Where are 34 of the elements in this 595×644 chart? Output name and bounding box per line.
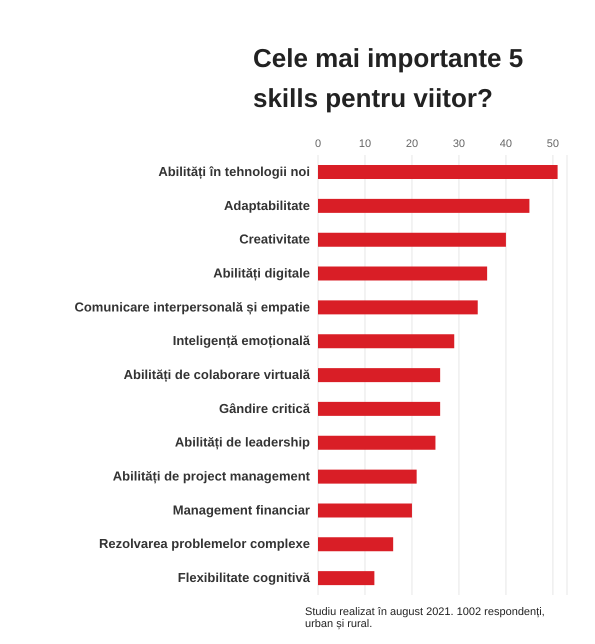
bar [318,503,412,518]
x-tick-label: 30 [452,138,466,150]
y-tick-label: Abilități de colaborare virtuală [124,367,311,383]
x-tick-label: 0 [314,138,322,150]
x-tick-label: 20 [406,138,418,150]
y-tick-label: Abilități digitale [213,265,310,282]
text: Studiu realizat în august 2021. 1002 respondenți, urban și rural. [305,606,546,630]
y-tick-label: Inteligență emoțională [172,333,311,350]
x-tick-label: 40 [500,138,512,150]
chart-title: Cele mai importante 5 skills pentru viitor? [253,42,524,115]
y-tick-label: Rezolvarea problemelor complexe [99,536,310,552]
bar [318,436,436,450]
y-tick-label: Abilități de leadership [174,434,310,451]
bar [318,198,530,213]
y-tick-label: Management financiar [172,502,310,518]
y-tick-label: Comunicare interpersonală și empatie [74,299,310,316]
bar [318,537,394,552]
bar [318,571,374,586]
y-tick-label: Adaptabilitate [224,198,310,213]
x-tick-label: 10 [358,138,372,150]
bar [318,368,440,382]
y-tick-label: Gândire critică [218,400,311,416]
bar [318,266,488,281]
bar [318,232,506,247]
y-tick-label: Abilități de project management [112,468,311,485]
y-tick-label: Flexibilitate cognitivă [178,570,311,586]
bar [318,300,478,314]
x-tick-label: 50 [546,138,560,150]
y-tick-label: Creativitate [239,232,310,247]
bar [318,165,558,179]
bar [318,334,454,348]
y-tick-label: Abilități în tehnologii noi [158,164,310,180]
bar [318,470,417,484]
bar [318,402,440,416]
